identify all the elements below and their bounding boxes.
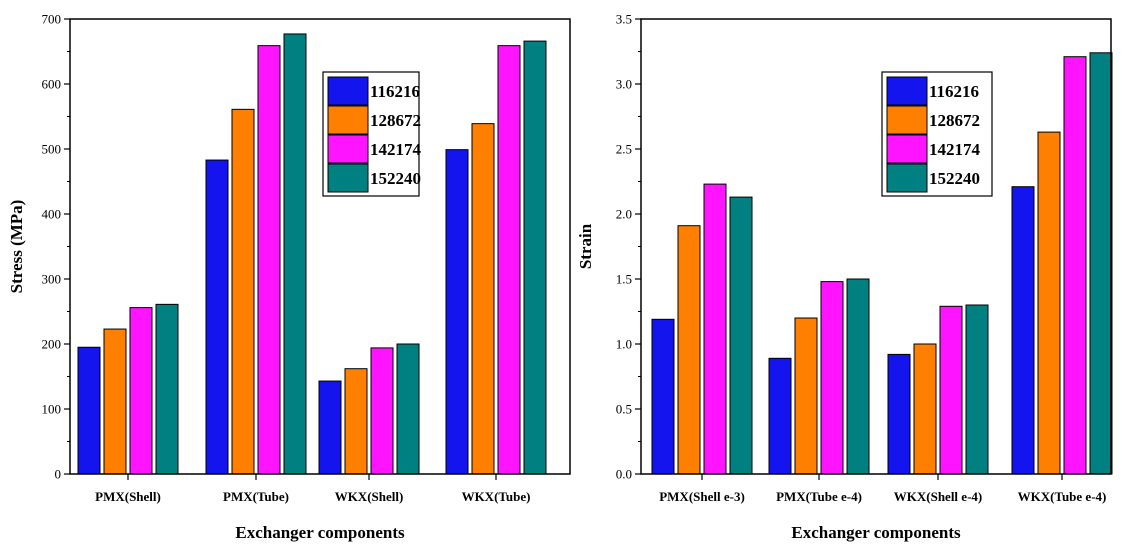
bar-142174-1	[820, 281, 844, 475]
bar-128672-2	[344, 368, 368, 475]
legend-swatch-116216	[886, 76, 928, 106]
legend-label-116216: 116216	[370, 82, 420, 101]
bar-116216-1	[205, 159, 229, 475]
bar-128672-1	[231, 108, 255, 475]
legend-swatch-116216	[327, 76, 369, 106]
bar-152240-1	[283, 33, 307, 475]
bar-152240-3	[1089, 52, 1113, 475]
stress-chart: 0 100 200 300 400 500 600 700 PMX(Shell) PMX(Tube…	[7, 12, 571, 542]
legend-swatch-152240	[886, 163, 928, 193]
bar-128672-2	[913, 343, 937, 475]
legend-label-128672: 128672	[370, 111, 421, 130]
y-tick-label: 3.0	[616, 77, 632, 92]
legend-swatch-142174	[327, 134, 369, 164]
bar-142174-0	[703, 183, 727, 475]
legend-swatch-152240	[327, 163, 369, 193]
bar-128672-3	[471, 123, 495, 475]
y-tick-label: 700	[42, 12, 62, 27]
y-tick-label: 3.5	[616, 12, 632, 27]
y-tick-label: 0.0	[616, 467, 632, 482]
bar-116216-3	[1011, 186, 1035, 475]
x-category-label: PMX(Shell)	[95, 489, 161, 504]
bar-152240-0	[729, 196, 753, 475]
legend-label-142174: 142174	[370, 140, 422, 159]
bar-142174-3	[497, 45, 521, 475]
y-tick-label: 500	[42, 142, 62, 157]
bar-152240-2	[396, 343, 420, 475]
x-category-label: PMX(Tube e-4)	[776, 489, 862, 504]
x-category-label: WKX(Tube e-4)	[1018, 489, 1107, 504]
bar-116216-1	[768, 357, 792, 475]
x-category-label: PMX(Tube)	[223, 489, 289, 504]
y-tick-label: 0.5	[616, 402, 632, 417]
bar-116216-2	[318, 380, 342, 475]
y-tick-label: 100	[42, 402, 62, 417]
y-axis-title: Stress (MPa)	[7, 200, 26, 294]
bar-128672-1	[794, 317, 818, 475]
bar-142174-2	[939, 305, 963, 475]
bar-142174-2	[370, 347, 394, 475]
y-tick-label: 2.5	[616, 142, 632, 157]
bar-116216-3	[445, 149, 469, 475]
bar-116216-0	[77, 346, 101, 475]
x-category-label: WKX(Tube)	[462, 489, 531, 504]
bar-116216-2	[887, 353, 911, 475]
strain-chart: 0.0 0.5 1.0 1.5 2.0 2.5 3.0 3.5 PMX(Shell e-3) PM…	[576, 12, 1113, 542]
y-tick-label: 1.5	[616, 272, 632, 287]
x-category-label: PMX(Shell e-3)	[659, 489, 745, 504]
bar-152240-3	[523, 40, 547, 475]
y-tick-label: 300	[42, 272, 62, 287]
bar-142174-0	[129, 307, 153, 475]
bar-152240-0	[155, 303, 179, 475]
legend-label-152240: 152240	[929, 169, 980, 188]
bar-128672-0	[103, 328, 127, 475]
y-tick-label: 600	[42, 77, 62, 92]
bar-128672-3	[1037, 131, 1061, 475]
y-tick-label: 1.0	[616, 337, 632, 352]
legend-label-116216: 116216	[929, 82, 979, 101]
bar-152240-1	[846, 278, 870, 475]
y-tick-label: 200	[42, 337, 62, 352]
legend: 116216 128672 142174 152240	[881, 71, 993, 197]
y-tick-label: 0	[55, 467, 62, 482]
legend-swatch-128672	[886, 105, 928, 135]
x-category-label: WKX(Shell)	[335, 489, 404, 504]
bar-152240-2	[965, 304, 989, 475]
legend-label-142174: 142174	[929, 140, 981, 159]
bar-116216-0	[651, 318, 675, 475]
x-category-label: WKX(Shell e-4)	[894, 489, 982, 504]
x-axis-title: Exchanger components	[235, 523, 405, 542]
y-axis-title: Strain	[576, 223, 595, 269]
y-tick-label: 2.0	[616, 207, 632, 222]
legend-swatch-142174	[886, 134, 928, 164]
bar-128672-0	[677, 225, 701, 475]
x-axis-title: Exchanger components	[791, 523, 961, 542]
y-tick-label: 400	[42, 207, 62, 222]
legend-label-152240: 152240	[370, 169, 421, 188]
legend-label-128672: 128672	[929, 111, 980, 130]
bar-142174-1	[257, 45, 281, 475]
legend-swatch-128672	[327, 105, 369, 135]
bar-142174-3	[1063, 56, 1087, 475]
legend: 116216 128672 142174 152240	[322, 71, 422, 197]
